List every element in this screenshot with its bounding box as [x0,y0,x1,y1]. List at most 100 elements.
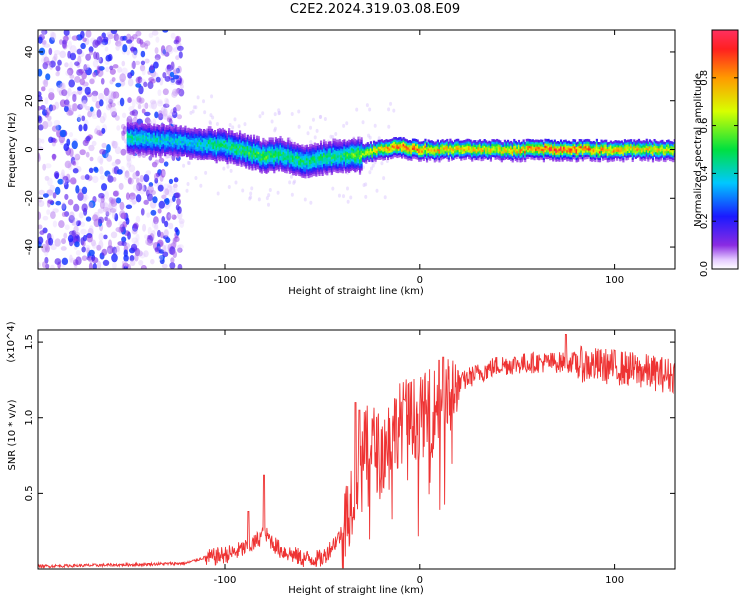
spectrogram-cell [455,147,458,151]
noise-speckle [91,90,99,97]
spectrogram-cell [634,147,637,151]
spectrogram-cell [232,152,235,156]
spectrogram-cell [240,153,243,156]
spectrogram-cell [555,152,558,156]
spectrogram-cell [531,152,535,156]
spectrogram-cell [319,153,323,157]
spectrogram-cell [623,143,627,147]
spectrogram-cell [178,151,181,154]
spectrogram-cell [407,140,410,144]
noise-speckle [80,175,86,180]
noise-speckle [349,195,353,200]
spectrogram-cell [304,171,307,175]
spectrogram-cell [271,159,274,163]
noise-speckle [290,112,294,117]
spectrogram-cell [449,145,452,148]
spectrogram-cell [203,133,206,136]
spectrogram-cell [193,144,196,148]
spectrogram-cell [418,154,421,158]
spectrogram-cell [330,150,334,153]
noise-speckle [97,208,103,214]
spectrogram-cell [658,159,661,162]
spectrogram-cell [439,142,443,146]
spectrogram-cell [566,156,569,160]
noise-speckle [346,199,350,204]
spectrogram-cell [622,153,625,156]
spectrogram-cell [661,155,664,158]
spectrogram-cell [659,140,662,144]
spectrogram-cell [277,140,281,143]
noise-speckle [91,257,99,264]
noise-speckle [74,153,81,161]
spectrogram-cell [422,149,426,153]
spectrogram-cell [302,146,306,150]
spectrogram-cell [606,159,609,163]
spectrogram-cell [312,162,315,166]
spectrogram-cell [160,133,164,137]
spectrogram-cell [179,142,182,146]
spectrogram-cell [273,153,276,156]
spectrogram-cell [394,139,397,142]
spectrogram-cell [173,143,176,146]
spectrogram-cell [514,153,517,157]
spectrogram-cell [388,139,391,142]
spectrogram-cell [422,140,426,144]
spectrogram-cell [184,134,187,138]
noise-speckle [234,180,238,185]
spectrogram-cell [555,159,558,162]
spectrogram-cell [491,145,494,149]
spectrogram-cell [332,162,335,166]
spectrogram-cell [223,151,226,155]
spectrogram-cell [503,157,507,160]
spectrogram-cell [513,149,516,153]
spectrogram-cell [199,133,203,136]
spectrogram-cell [358,154,362,158]
spectrogram-cell [187,143,190,146]
noise-speckle [122,125,127,135]
spectrogram-cell [207,137,210,140]
spectrogram-cell [129,122,133,126]
spectrogram-cell [555,156,558,160]
noise-speckle [154,111,159,119]
spectrogram-cell [542,144,546,147]
noise-speckle [161,216,166,224]
noise-speckle [162,72,167,79]
spectrogram-cell [357,160,360,164]
spectrogram-cell [136,151,139,155]
spectrogram-cell [612,149,616,153]
spectrogram-cell [245,159,248,162]
spectrogram-cell [299,145,302,148]
spectrogram-cell [424,149,427,153]
spectrogram-cell [126,126,129,130]
spectrogram-cell [519,144,522,148]
spectrogram-cell [514,151,517,155]
spectrogram-cell [341,157,344,161]
spectrogram-cell [332,167,335,170]
spectrogram-cell [288,149,291,152]
spectrogram-cell [160,148,164,152]
spectrogram-cell [570,143,574,147]
spectrogram-cell [143,147,147,151]
spectrogram-cell [307,171,310,174]
spectrogram-cell [640,150,644,153]
spectrogram-cell [620,144,623,148]
spectrogram-cell [478,152,482,156]
spectrogram-cell [171,151,175,154]
noise-speckle [171,91,178,98]
spectrogram-cell [391,153,394,157]
noise-speckle [169,71,175,78]
spectrogram-cell [313,153,316,157]
spectrogram-cell [224,130,228,134]
noise-speckle [127,72,133,79]
noise-speckle [382,176,386,181]
spectrogram-cell [559,148,563,151]
noise-speckle [53,49,61,56]
spectrogram-cell [492,150,496,153]
noise-speckle [172,239,177,248]
spectrogram-cell [213,134,217,138]
spectrogram-cell [321,158,324,161]
spectrogram-cell [154,150,157,154]
spectrogram-cell [494,141,497,145]
spectrogram-cell [385,147,388,151]
spectrogram-cell [340,165,343,169]
